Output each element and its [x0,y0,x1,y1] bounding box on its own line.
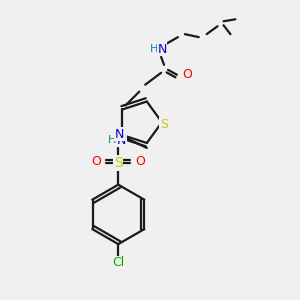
Text: Cl: Cl [112,256,124,269]
Text: O: O [92,155,101,168]
Text: S: S [114,156,123,170]
Text: S: S [160,118,168,131]
Text: N: N [115,128,124,141]
Text: H: H [150,44,158,54]
Text: H: H [108,135,116,145]
Text: O: O [182,68,192,81]
Text: O: O [135,155,145,168]
Text: N: N [117,134,126,147]
Text: N: N [158,43,167,56]
